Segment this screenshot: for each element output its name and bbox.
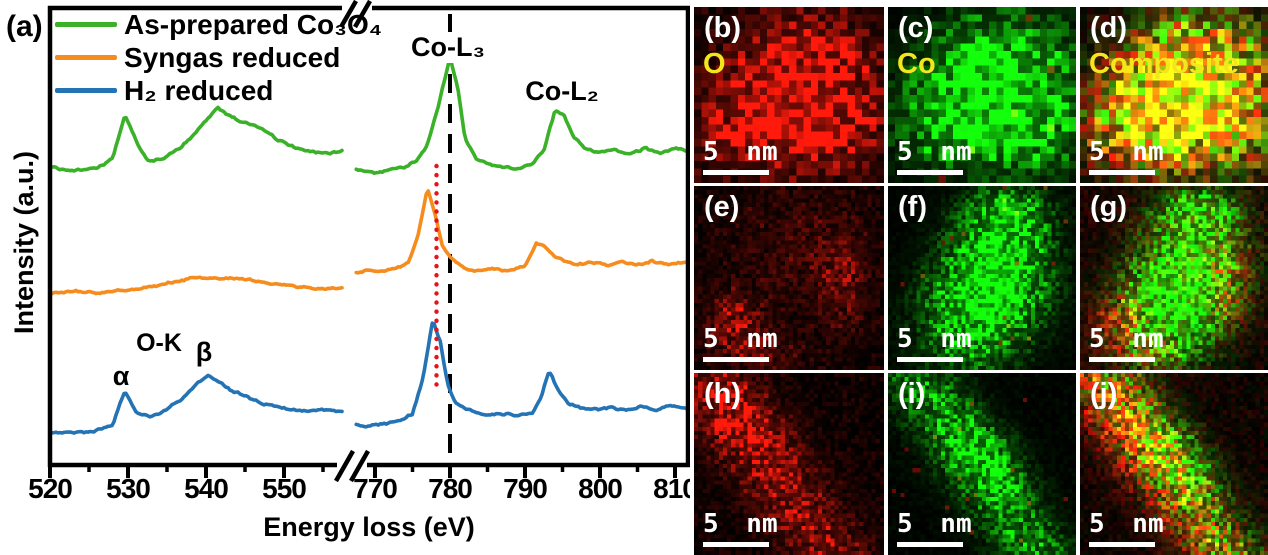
eels-maps-grid: (b) O 5 nm (c) Co 5 nm (d) Composite 5 nm (e) 5 nm… [690,0,1268,555]
eels-map-panel-h: (h) 5 nm [694,373,884,555]
legend-label: H₂ reduced [124,74,274,106]
scale-bar-text: 5 nm [703,324,778,354]
scale-bar [703,542,769,547]
legend-line-swatch-green [55,22,117,27]
map-panel-letter: (b) [704,12,742,44]
x-axis-label: Energy loss (eV) [263,512,475,542]
map-element-label: Composite [1089,48,1239,80]
eels-map-panel-b: (b) O 5 nm [694,7,884,183]
map-panel-letter: (e) [704,191,740,223]
map-panel-letter: (i) [898,378,926,410]
scale-bar-text: 5 nm [703,137,778,167]
map-panel-letter: (g) [1090,191,1128,223]
eels-map-panel-d: (d) Composite 5 nm [1080,7,1268,183]
eels-spectra-panel: (a) As-prepared Co₃O₄ Syngas reduced H₂ … [6,0,698,542]
annotation-co-l2: Co-L₂ [525,76,599,106]
legend-item-as-prepared: As-prepared Co₃O₄ [55,8,382,41]
x-tick-label: 540 [184,473,229,504]
scale-bar-text: 5 nm [1089,324,1164,354]
x-tick-label: 770 [353,473,398,504]
scale-bar [897,170,963,175]
legend-label: As-prepared Co₃O₄ [124,8,383,40]
scale-bar-text: 5 nm [897,324,972,354]
x-tick-label: 780 [428,473,473,504]
map-element-label: Co [897,48,936,80]
eels-map-image [694,373,884,555]
eels-map-panel-c: (c) Co 5 nm [888,7,1076,183]
annotation-co-l3: Co-L₃ [408,32,488,63]
legend-line-swatch-orange [55,55,117,60]
scale-bar-text: 5 nm [897,137,972,167]
eels-map-panel-e: (e) 5 nm [694,186,884,370]
map-panel-letter: (c) [898,12,934,44]
map-panel-letter: (f) [898,191,927,223]
eels-map-image [1080,7,1268,183]
eels-map-image [888,186,1076,370]
legend-item-syngas-reduced: Syngas reduced [55,41,382,74]
annotation-beta: β [195,337,213,367]
scale-bar-text: 5 nm [897,509,972,539]
annotation-alpha: α [112,361,130,391]
eels-map-image [1080,186,1268,370]
scale-bar-text: 5 nm [703,509,778,539]
map-panel-letter: (d) [1090,12,1128,44]
scale-bar [1089,542,1155,547]
legend-label: Syngas reduced [124,41,341,73]
x-tick-label: 790 [503,473,548,504]
scale-bar [897,542,963,547]
eels-map-image [694,7,884,183]
map-panel-letter: (j) [1090,378,1118,410]
scale-bar [1089,357,1155,362]
eels-map-panel-i: (i) 5 nm [888,373,1076,555]
x-tick-label: 520 [28,473,73,504]
spectra-plot [47,0,691,483]
annotation-o-k: O-K [136,329,182,357]
eels-map-image [1080,373,1268,555]
eels-map-panel-g: (g) 5 nm [1080,186,1268,370]
legend-item-h2-reduced: H₂ reduced [55,74,382,107]
map-element-label: O [703,48,726,80]
eels-map-image [888,7,1076,183]
y-axis-label: Intensity (a.u.) [9,151,39,335]
scale-bar [703,357,769,362]
x-tick-label: 550 [262,473,307,504]
scale-bar [1089,170,1155,175]
eels-map-panel-f: (f) 5 nm [888,186,1076,370]
scale-bar-text: 5 nm [1089,509,1164,539]
eels-map-image [888,373,1076,555]
eels-map-panel-j: (j) 5 nm [1080,373,1268,555]
x-tick-label: 800 [578,473,623,504]
scale-bar-text: 5 nm [1089,137,1164,167]
map-panel-letter: (h) [704,378,742,410]
x-tick-label: 530 [106,473,151,504]
panel-a-label: (a) [6,10,43,43]
eels-map-image [694,186,884,370]
scale-bar [897,357,963,362]
spectra-legend: As-prepared Co₃O₄ Syngas reduced H₂ redu… [55,8,382,107]
scale-bar [703,170,769,175]
legend-line-swatch-blue [55,88,117,93]
